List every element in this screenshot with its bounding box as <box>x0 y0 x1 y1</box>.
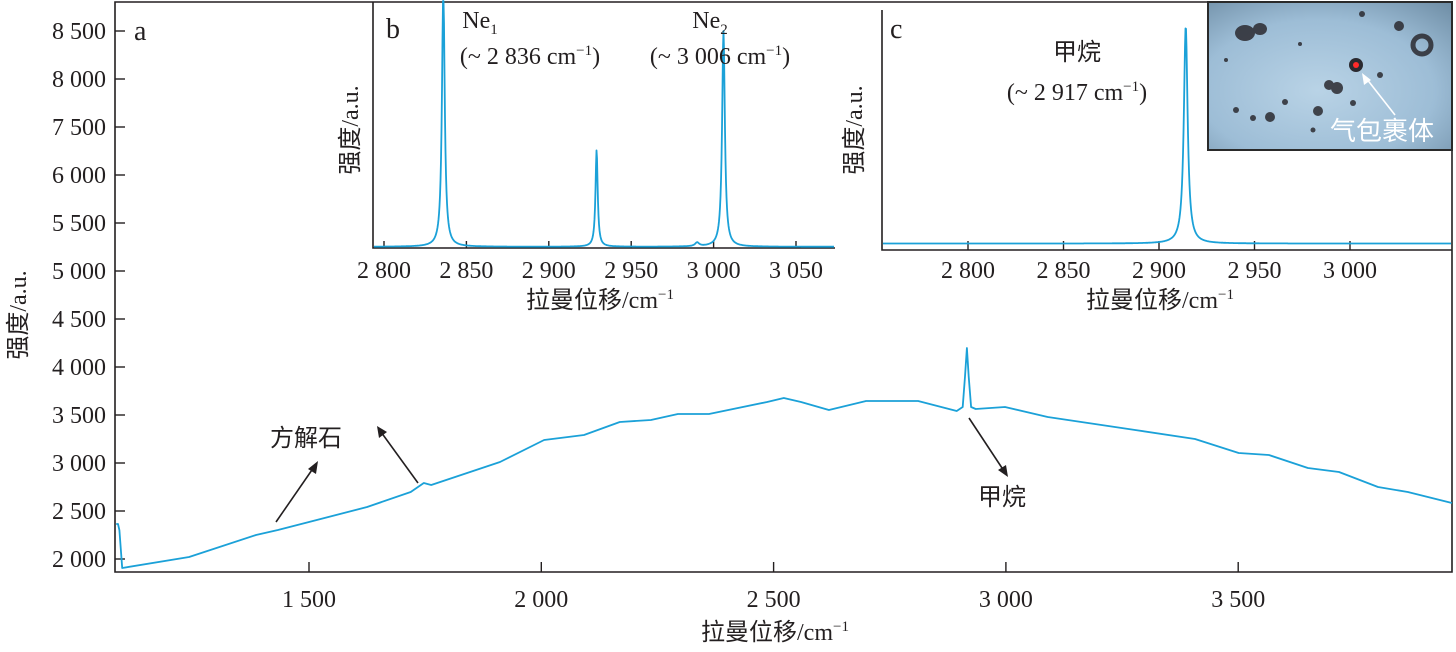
x-tick-label: 2 900 <box>1132 258 1186 284</box>
y-tick-label: 8 500 <box>52 19 106 45</box>
inset-b-x-axis-title: 拉曼位移/cm−1 <box>526 287 674 314</box>
x-tick-label: 2 950 <box>604 258 658 284</box>
photo-label: 气包裹体 <box>1330 117 1434 146</box>
x-tick-label: 2 850 <box>1037 258 1091 284</box>
y-tick-label: 2 000 <box>52 547 106 573</box>
x-tick-label: 3 000 <box>1323 258 1377 284</box>
x-tick-label: 1 500 <box>282 587 336 613</box>
inset-c-spectrum-line <box>882 27 1452 245</box>
main-y-axis-title: 强度/a.u. <box>5 270 32 359</box>
y-tick-label: 5 000 <box>52 259 106 285</box>
inset-c-y-axis-title: 强度/a.u. <box>841 85 868 174</box>
main-plot-frame <box>114 1 1453 573</box>
ne2-position: (~ 3 006 cm−1) <box>650 43 790 70</box>
main-spectrum-line <box>116 347 1453 569</box>
inset-c-axes <box>881 10 1452 251</box>
x-tick-label: 2 950 <box>1228 258 1282 284</box>
y-tick-label: 2 500 <box>52 499 106 525</box>
y-tick-label: 3 500 <box>52 403 106 429</box>
panel-label-a: a <box>134 16 147 47</box>
x-tick-label: 2 900 <box>522 258 576 284</box>
x-tick-label: 3 500 <box>1211 587 1265 613</box>
y-tick-label: 7 500 <box>52 115 106 141</box>
y-tick-label: 4 000 <box>52 355 106 381</box>
x-tick-label: 3 050 <box>769 258 823 284</box>
ne1-label: Ne1 <box>462 8 497 38</box>
inset-b-y-axis-title: 强度/a.u. <box>337 85 364 174</box>
methane-position: (~ 2 917 cm−1) <box>1007 79 1147 106</box>
x-tick-label: 2 850 <box>439 258 493 284</box>
main-x-axis-title: 拉曼位移/cm−1 <box>701 619 849 646</box>
panel-label-b: b <box>386 14 400 45</box>
laser-spot <box>1353 62 1359 68</box>
y-tick-label: 4 500 <box>52 307 106 333</box>
inclusion-arrow <box>1362 73 1396 116</box>
y-tick-label: 8 000 <box>52 67 106 93</box>
inset-b-spectrum-line <box>373 0 835 248</box>
y-tick-label: 5 500 <box>52 211 106 237</box>
inclusion-micrograph: 气包裹体 <box>1207 1 1453 151</box>
x-tick-label: 3 000 <box>687 258 741 284</box>
inset-c-x-axis-title: 拉曼位移/cm−1 <box>1086 287 1234 314</box>
panel-a: 1 500 2 000 2 500 3 000 3 500 2 000 2 500 3 00… <box>5 1 1453 646</box>
annotation-calcite: 方解石 <box>270 425 342 452</box>
ne2-label: Ne2 <box>692 8 727 38</box>
ne1-position: (~ 2 836 cm−1) <box>460 43 600 70</box>
x-tick-label: 3 000 <box>979 587 1033 613</box>
arrow-calcite-2 <box>377 426 419 484</box>
y-tick-label: 6 000 <box>52 163 106 189</box>
arrow-methane <box>968 417 1008 477</box>
annotation-methane: 甲烷 <box>978 484 1026 511</box>
methane-label: 甲烷 <box>1053 39 1101 66</box>
x-tick-label: 2 800 <box>357 258 411 284</box>
arrow-calcite-1 <box>275 461 318 523</box>
inset-panel-b: 2 800 2 850 2 900 2 950 3 000 3 050 b Ne1 (~ … <box>320 0 835 314</box>
x-tick-label: 2 800 <box>941 258 995 284</box>
inset-b-axes <box>372 2 835 249</box>
panel-label-c: c <box>890 14 902 45</box>
x-tick-label: 2 500 <box>747 587 801 613</box>
y-tick-label: 3 000 <box>52 451 106 477</box>
x-tick-label: 2 000 <box>514 587 568 613</box>
